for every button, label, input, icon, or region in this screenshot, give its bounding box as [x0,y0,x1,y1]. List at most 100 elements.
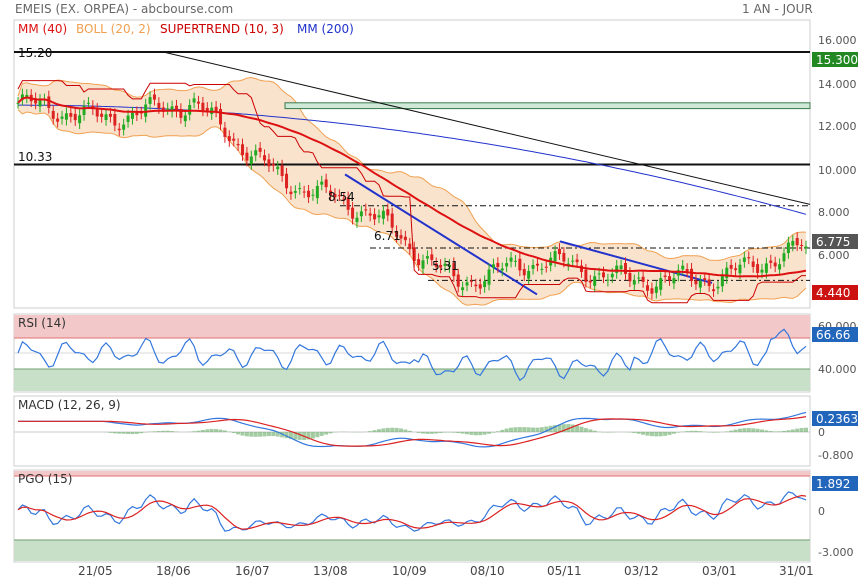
candle-body [170,106,174,112]
candle-body [628,273,632,282]
macd-label: MACD (12, 26, 9) [18,398,121,412]
level-label-531: 5.31 [432,259,459,273]
candle-body [707,279,711,287]
candle-body [478,284,482,289]
macd-histogram-bar [495,431,500,432]
x-tick-7: 03/12 [624,564,659,578]
macd-histogram-bar [676,432,681,433]
candle-body [249,156,253,164]
candle-body [285,173,289,189]
macd-histogram-bar [381,428,386,432]
macd-histogram-bar [482,432,487,435]
macd-histogram-bar [693,430,698,432]
badge-rsi [812,327,858,342]
candle-body [192,98,196,103]
candle-body [104,114,108,121]
macd-histogram-bar [258,432,263,437]
macd-histogram-bar [209,428,214,432]
rsi-line [17,328,807,382]
macd-histogram-bar [755,428,760,432]
candle-body [747,257,751,259]
candle-body [544,266,548,268]
pgo-upper-zone [14,471,810,476]
candle-body [232,138,236,141]
macd-histogram-bar [368,431,373,432]
macd-histogram-bar [531,427,536,432]
macd-histogram-bar [733,429,738,432]
candle-body [632,280,636,285]
candle-body [773,262,777,267]
candle-body [527,270,531,279]
candle-body [456,274,460,287]
macd-histogram-bar [469,432,474,435]
macd-histogram-bar [553,425,558,432]
candle-body [201,102,205,111]
price-tick-6: 6.000 [818,249,850,262]
macd-histogram-bar [592,430,597,432]
candle-body [421,260,425,269]
macd-histogram-bar [376,429,381,432]
candle-body [157,102,161,109]
candle-body [804,246,808,249]
candle-body [637,277,641,279]
candle-body [712,289,716,292]
candle-body [690,268,694,282]
price-tick-16: 16.000 [818,34,857,47]
candle-body [34,98,38,104]
candle-body [183,115,187,122]
macd-histogram-bar [460,432,465,434]
candle-body [782,253,786,262]
candle-body [346,197,350,210]
macd-histogram-bar [398,428,403,432]
candle-body [778,264,782,270]
candle-body [461,287,465,291]
candle-body [751,261,755,267]
candle-body [130,112,134,119]
candle-body [672,278,676,284]
macd-histogram-bar [266,432,271,437]
badge-macd [812,411,858,426]
macd-histogram-bar [126,432,131,434]
candle-body [795,238,799,246]
x-tick-9: 31/01 [779,564,814,578]
candle-body [276,166,280,170]
candle-body [126,115,130,122]
candle-body [800,244,804,246]
badge-high-text: 15.300 [816,53,858,67]
candle-body [205,107,209,111]
candle-body [483,281,487,288]
macd-histogram-bar [663,432,668,436]
macd-panel [13,395,811,467]
candle-body [425,256,429,259]
pgo-label: PGO (15) [18,472,72,486]
candle-body [254,150,258,156]
badge-pgo-text: 1.892 [816,477,850,491]
candle-body [531,265,535,269]
bollinger-lower [17,109,807,306]
x-tick-3: 13/08 [313,564,348,578]
macd-histogram-bar [451,432,456,433]
x-tick-6: 05/11 [547,564,582,578]
macd-histogram-bar [429,432,434,434]
candle-body [289,191,293,195]
level-label-1033: 10.33 [18,150,52,164]
macd-histogram-bar [777,431,782,432]
legend-boll: BOLL (20, 2) [76,22,151,36]
x-tick-8: 03/01 [702,564,737,578]
macd-histogram-bar [737,428,742,432]
candle-body [122,124,126,130]
candle-body [368,213,372,216]
candle-body [487,269,491,285]
candle-body [469,280,473,282]
price-tick-14: 14.000 [818,78,857,91]
badge-last-text: 6.775 [816,235,850,249]
candle-body [302,191,306,193]
candle-body [144,104,148,117]
candle-body [610,273,614,278]
macd-histogram-bar [134,432,139,434]
legend-mm40: MM (40) [18,22,67,36]
candle-body [557,248,561,255]
badge-low-text: 4.440 [816,286,850,300]
candle-body [575,259,579,263]
candle-body [685,268,689,272]
